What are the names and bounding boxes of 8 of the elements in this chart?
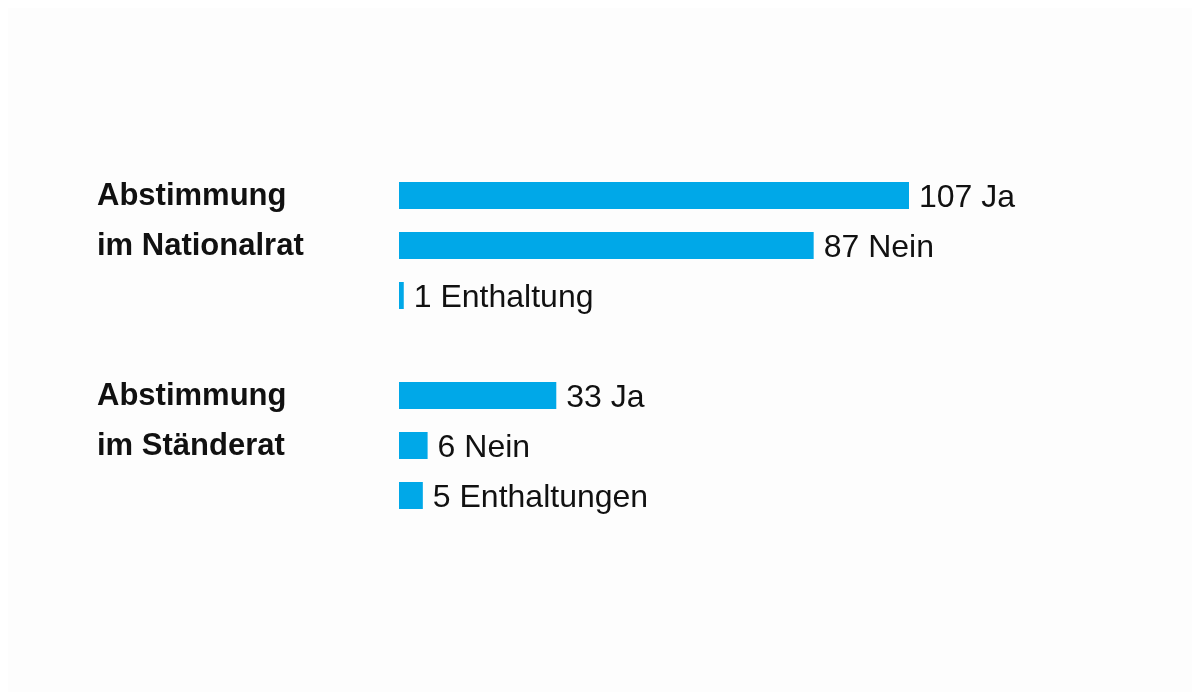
- data-label: 1 Enthaltung: [413, 277, 594, 314]
- data-label: 6 Nein: [437, 427, 531, 464]
- data-label: 87 Nein: [823, 227, 934, 264]
- data-label: 5 Enthaltungen: [432, 477, 649, 514]
- data-label: 33 Ja: [566, 377, 645, 414]
- data-label: 107 Ja: [919, 177, 1016, 214]
- text: Abstimmung im Ständerat: [97, 376, 288, 464]
- text: Abstimmung im Nationalrat: [97, 176, 305, 264]
